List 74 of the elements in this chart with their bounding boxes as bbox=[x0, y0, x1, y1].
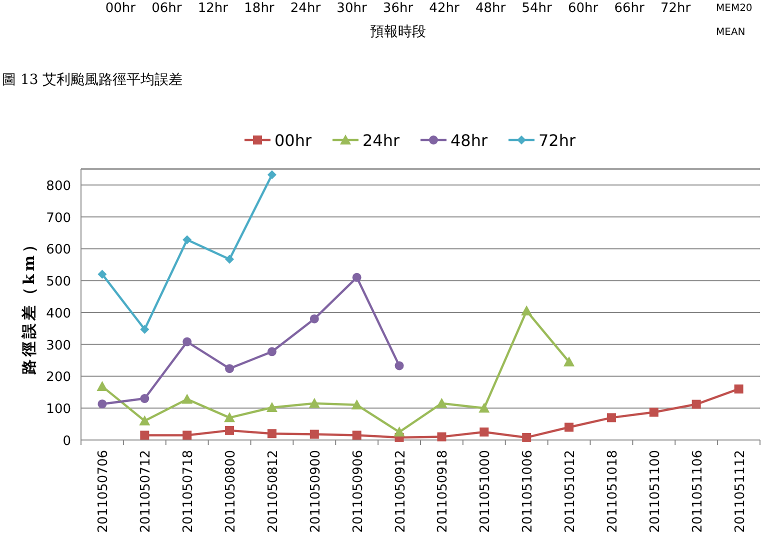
x-tick-label: 2011051012 bbox=[563, 450, 578, 533]
point bbox=[564, 422, 574, 432]
text: 預報時段 bbox=[370, 24, 426, 40]
point bbox=[606, 413, 616, 422]
y-tick-label: 200 bbox=[46, 370, 71, 386]
x-tick-label: 2011051112 bbox=[732, 450, 748, 533]
point bbox=[394, 426, 405, 437]
point bbox=[140, 324, 150, 334]
x-tick-label: 2011050800 bbox=[224, 450, 239, 533]
point bbox=[692, 400, 701, 409]
y-tick-label: 700 bbox=[46, 210, 71, 226]
point bbox=[478, 402, 490, 413]
legend-label: 48hr bbox=[450, 131, 488, 150]
x-tick-label: 2011050918 bbox=[436, 450, 451, 533]
point bbox=[225, 254, 234, 264]
point bbox=[224, 412, 236, 422]
point bbox=[308, 398, 320, 408]
point bbox=[564, 356, 575, 366]
x-tick-label: 2011051106 bbox=[690, 450, 706, 533]
point bbox=[480, 428, 489, 437]
x-tick-label: 2011050812 bbox=[266, 450, 281, 533]
legend-label: 72hr bbox=[538, 131, 576, 150]
y-tick-label: 600 bbox=[46, 242, 71, 258]
x-tick-label: 2011051100 bbox=[648, 450, 663, 533]
point bbox=[140, 394, 150, 404]
caption: 圖 13 艾利颱風路徑平均誤差 bbox=[2, 72, 183, 88]
y-axis-title: 路徑誤差（km） bbox=[20, 234, 38, 376]
point bbox=[436, 398, 448, 408]
x-tick-label: 2011050912 bbox=[393, 450, 408, 533]
x-tick-label: 2011050718 bbox=[181, 450, 196, 533]
point bbox=[267, 170, 276, 180]
y-tick-label: 800 bbox=[46, 178, 71, 194]
point bbox=[139, 415, 150, 426]
point bbox=[649, 408, 658, 417]
x-tick-label: 2011050712 bbox=[138, 450, 154, 533]
y-tick-label: 100 bbox=[46, 402, 71, 418]
point bbox=[98, 399, 107, 408]
point bbox=[351, 399, 362, 410]
point bbox=[352, 272, 362, 282]
x-tick-label: 2011051000 bbox=[478, 450, 494, 533]
point bbox=[225, 364, 234, 374]
point bbox=[394, 361, 404, 370]
text: 00hr 06hr 12hr 18hr 24hr 30hr 36hr 42hr 48hr 54hr 60hr 66hr 72hr bbox=[105, 1, 692, 16]
y-tick-label: 0 bbox=[62, 434, 71, 449]
x-tick-label: 2011050906 bbox=[350, 450, 366, 533]
text: MEAN bbox=[716, 27, 746, 38]
y-tick-label: 300 bbox=[46, 338, 71, 354]
y-tick-label: 400 bbox=[46, 306, 71, 322]
legend-label: 24hr bbox=[362, 131, 400, 150]
x-tick-label: 2011050900 bbox=[308, 450, 324, 533]
point bbox=[522, 432, 532, 442]
point bbox=[98, 270, 107, 279]
point bbox=[96, 380, 108, 391]
point bbox=[140, 430, 150, 440]
point bbox=[182, 430, 192, 440]
point bbox=[310, 430, 319, 439]
point bbox=[352, 430, 362, 440]
text: MEM20 bbox=[716, 3, 752, 14]
x-tick-label: 2011050706 bbox=[96, 450, 112, 533]
point bbox=[182, 337, 192, 346]
y-tick-label: 500 bbox=[46, 274, 71, 290]
point bbox=[182, 394, 193, 404]
point bbox=[182, 235, 192, 244]
point bbox=[225, 426, 234, 435]
point bbox=[521, 305, 532, 316]
x-tick-label: 2011051006 bbox=[520, 450, 536, 533]
point bbox=[266, 402, 278, 412]
x-tick-label: 2011051018 bbox=[605, 450, 620, 533]
point bbox=[734, 384, 744, 394]
point bbox=[267, 347, 276, 356]
point bbox=[437, 432, 446, 442]
point bbox=[267, 429, 276, 438]
legend-label: 00hr bbox=[274, 131, 312, 150]
point bbox=[310, 314, 319, 324]
